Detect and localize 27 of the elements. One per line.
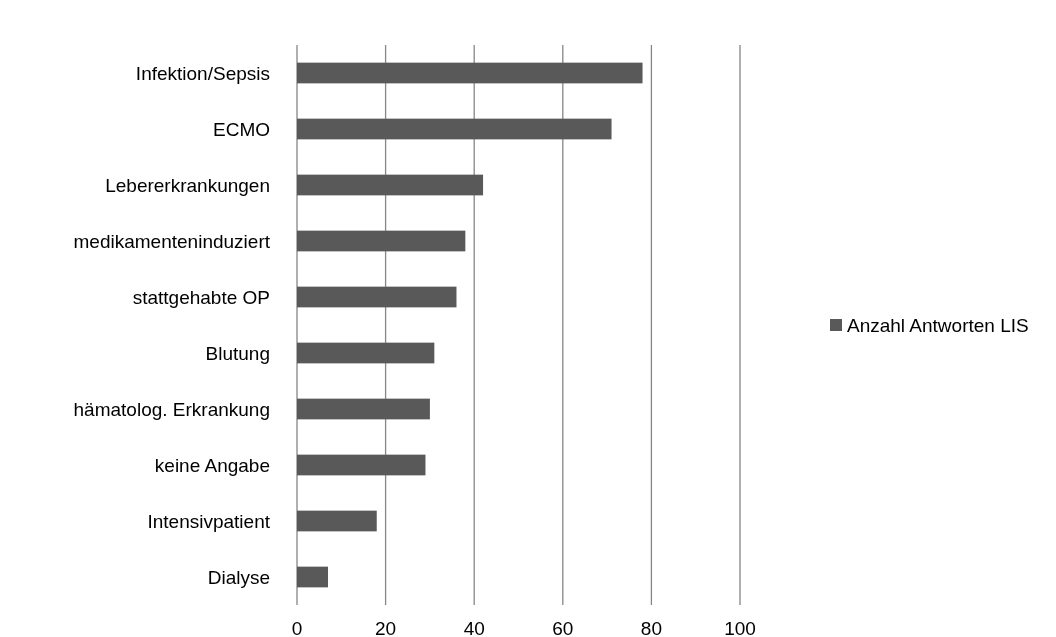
- y-tick-label: Blutung: [205, 342, 270, 364]
- y-tick-label: hämatolog. Erkrankung: [73, 398, 270, 420]
- legend-label: Anzahl Antworten LIS: [847, 314, 1029, 336]
- y-tick-label: ECMO: [213, 118, 270, 140]
- bar: [297, 230, 466, 252]
- bar: [297, 174, 484, 196]
- bar: [297, 286, 457, 308]
- bar: [297, 62, 643, 84]
- y-tick-label: keine Angabe: [154, 454, 270, 476]
- x-tick-label: 100: [724, 618, 756, 637]
- y-tick-label: Lebererkrankungen: [105, 174, 270, 196]
- y-tick-label: stattgehabte OP: [132, 286, 270, 308]
- y-tick-label: Dialyse: [207, 566, 270, 588]
- x-tick-label: 80: [640, 618, 662, 637]
- x-tick-label: 0: [291, 618, 303, 637]
- y-tick-label: medikamenteninduziert: [73, 230, 271, 252]
- bar: [297, 398, 430, 420]
- bar: [297, 566, 329, 588]
- x-tick-label: 40: [463, 618, 485, 637]
- x-tick-label: 60: [552, 618, 574, 637]
- bar: [297, 454, 426, 476]
- y-tick-label: Infektion/Sepsis: [135, 62, 270, 84]
- x-tick-label: 20: [375, 618, 397, 637]
- bar: [297, 510, 377, 532]
- bar: [297, 342, 435, 364]
- bar: [297, 118, 612, 140]
- y-tick-label: Intensivpatient: [147, 510, 271, 532]
